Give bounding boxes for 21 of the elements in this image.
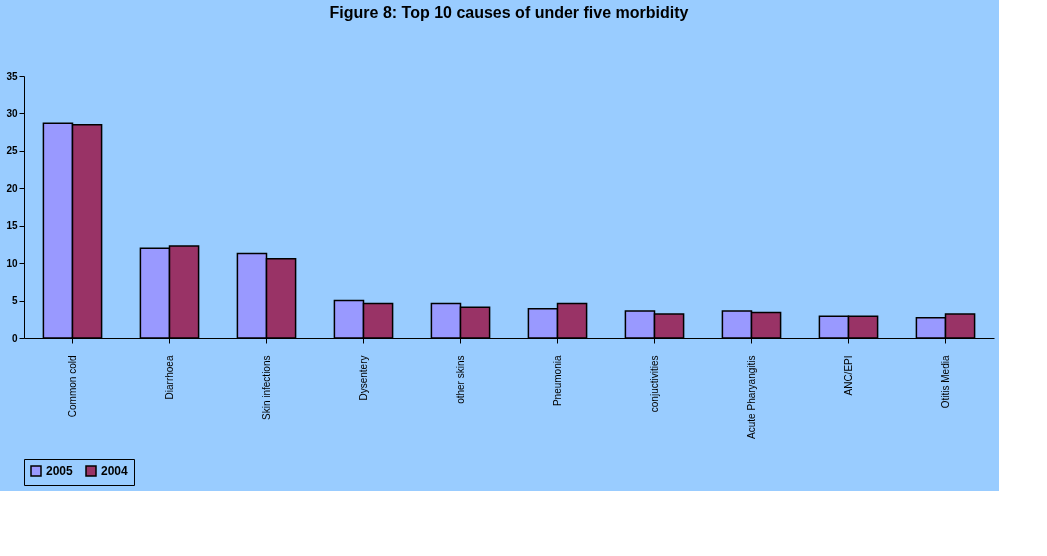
y-tick-label: 5 xyxy=(11,295,18,307)
x-tick-label: Skin infections xyxy=(260,355,272,420)
y-tick-label: 25 xyxy=(6,145,18,157)
y-tick-label: 10 xyxy=(6,257,18,269)
y-tick-label: 20 xyxy=(6,182,18,194)
y-tick-label: 35 xyxy=(6,70,18,82)
x-tick-label: Acute Pharyangitis xyxy=(745,355,757,439)
x-tick-label: other skins xyxy=(454,355,466,404)
x-tick-label: Pneumonia xyxy=(551,355,563,407)
y-tick-label: 0 xyxy=(11,332,18,344)
legend-label: 2005 xyxy=(46,464,74,478)
x-tick-label: ANC/EPI xyxy=(842,355,854,396)
legend-label: 2004 xyxy=(101,464,129,478)
x-tick-label: conjuctivities xyxy=(648,355,660,413)
x-tick-label: Dysentery xyxy=(357,355,369,401)
x-tick-label: Common cold xyxy=(66,355,78,418)
x-tick-label: Diarrhoea xyxy=(163,355,175,400)
y-tick-label: 15 xyxy=(6,220,18,232)
y-tick-label: 30 xyxy=(6,107,18,119)
x-tick-label: Otitis Media xyxy=(939,355,951,409)
chart-title: Figure 8: Top 10 causes of under five morbidity xyxy=(329,4,689,21)
